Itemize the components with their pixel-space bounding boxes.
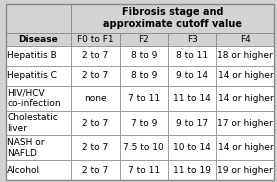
Bar <box>168 111 216 135</box>
Text: Alcohol: Alcohol <box>7 166 40 175</box>
Bar <box>71 4 274 33</box>
Text: 8 to 9: 8 to 9 <box>130 71 157 80</box>
Bar <box>216 66 274 86</box>
Bar <box>216 33 274 46</box>
Text: 2 to 7: 2 to 7 <box>82 118 109 128</box>
Bar <box>168 46 216 66</box>
Text: 8 to 11: 8 to 11 <box>176 51 208 60</box>
Bar <box>6 86 71 111</box>
Text: Fibrosis stage and
approximate cutoff value: Fibrosis stage and approximate cutoff va… <box>103 7 242 29</box>
Bar <box>6 111 71 135</box>
Bar <box>71 46 120 66</box>
Text: F3: F3 <box>187 35 198 44</box>
Bar <box>120 160 168 180</box>
Text: 9 to 14: 9 to 14 <box>176 71 208 80</box>
Text: 2 to 7: 2 to 7 <box>82 51 109 60</box>
Text: F2: F2 <box>138 35 149 44</box>
Bar <box>216 135 274 160</box>
Text: 14 or higher: 14 or higher <box>217 143 273 152</box>
Bar <box>216 160 274 180</box>
Bar <box>6 46 71 66</box>
Text: 7 to 9: 7 to 9 <box>130 118 157 128</box>
Bar <box>168 135 216 160</box>
Bar <box>71 33 120 46</box>
Text: Hepatitis B: Hepatitis B <box>7 51 57 60</box>
Bar <box>6 135 71 160</box>
Text: 14 or higher: 14 or higher <box>217 71 273 80</box>
Text: 18 or higher: 18 or higher <box>217 51 273 60</box>
Bar <box>6 4 71 33</box>
Text: 7 to 11: 7 to 11 <box>128 166 160 175</box>
Bar <box>168 160 216 180</box>
Text: 2 to 7: 2 to 7 <box>82 71 109 80</box>
Bar <box>168 66 216 86</box>
Text: 17 or higher: 17 or higher <box>217 118 273 128</box>
Text: 10 to 14: 10 to 14 <box>173 143 211 152</box>
Text: Disease: Disease <box>19 35 58 44</box>
Bar <box>71 66 120 86</box>
Bar <box>216 111 274 135</box>
Text: 8 to 9: 8 to 9 <box>130 51 157 60</box>
Text: 11 to 19: 11 to 19 <box>173 166 211 175</box>
Bar <box>120 46 168 66</box>
Bar <box>216 46 274 66</box>
Text: 9 to 17: 9 to 17 <box>176 118 208 128</box>
Text: Hepatitis C: Hepatitis C <box>7 71 57 80</box>
Bar <box>216 86 274 111</box>
Text: F0 to F1: F0 to F1 <box>77 35 114 44</box>
Bar <box>71 160 120 180</box>
Text: HIV/HCV
co-infection: HIV/HCV co-infection <box>7 88 61 108</box>
Text: F4: F4 <box>240 35 251 44</box>
Text: Cholestatic
liver: Cholestatic liver <box>7 113 58 133</box>
Bar <box>120 86 168 111</box>
Bar <box>71 111 120 135</box>
Bar <box>120 33 168 46</box>
Text: none: none <box>84 94 107 103</box>
Text: 2 to 7: 2 to 7 <box>82 143 109 152</box>
Text: 2 to 7: 2 to 7 <box>82 166 109 175</box>
Bar <box>120 111 168 135</box>
Bar <box>71 135 120 160</box>
Bar <box>120 135 168 160</box>
Bar <box>6 160 71 180</box>
Bar <box>6 33 71 46</box>
Text: 7 to 11: 7 to 11 <box>128 94 160 103</box>
Text: 7.5 to 10: 7.5 to 10 <box>124 143 164 152</box>
Bar <box>120 66 168 86</box>
Text: 11 to 14: 11 to 14 <box>173 94 211 103</box>
Bar <box>168 86 216 111</box>
Bar <box>6 66 71 86</box>
Bar <box>71 86 120 111</box>
Text: 14 or higher: 14 or higher <box>217 94 273 103</box>
Text: 19 or higher: 19 or higher <box>217 166 273 175</box>
Bar <box>168 33 216 46</box>
Text: NASH or
NAFLD: NASH or NAFLD <box>7 138 45 157</box>
